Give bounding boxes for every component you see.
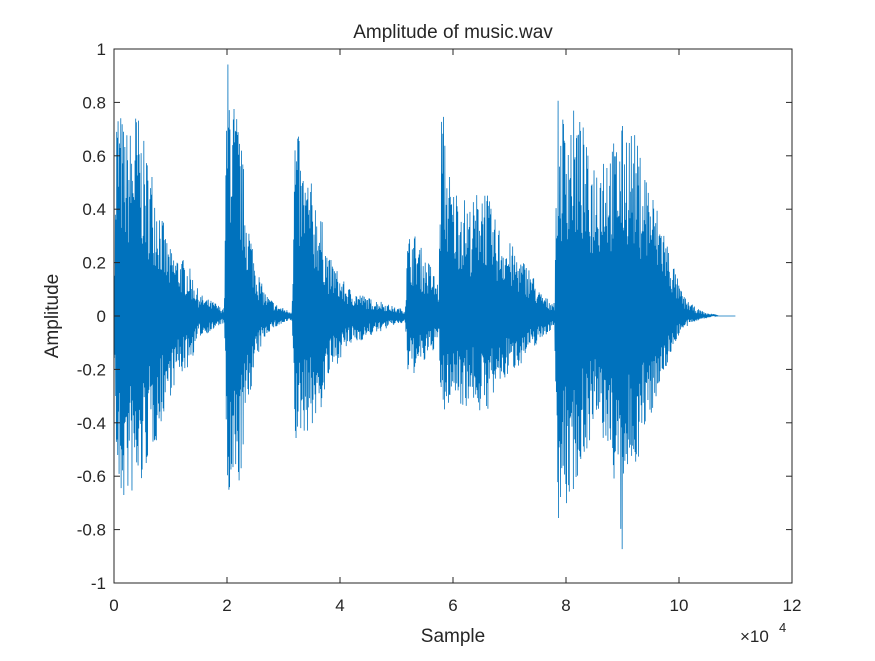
x-tick-label: 4 [335,596,344,615]
y-tick-label: 0.8 [82,93,106,112]
x-exponent-base: ×10 [740,627,769,646]
y-tick-label: 0.2 [82,254,106,273]
y-tick-label: 0 [97,307,106,326]
x-tick-label: 6 [448,596,457,615]
x-axis-label: Sample [421,626,485,647]
y-axis-label: Amplitude [42,274,63,359]
y-tick-label: 0.4 [82,200,106,219]
y-tick-label: 1 [97,40,106,59]
x-tick-label: 10 [670,596,689,615]
y-tick-label: -0.4 [77,414,106,433]
y-axis-ticks: -1 -0.8 -0.6 -0.4 -0.2 0 0.2 0.4 0.6 0.8 1 [77,40,792,593]
y-tick-label: 0.6 [82,147,106,166]
x-tick-label: 2 [222,596,231,615]
y-tick-label: -0.8 [77,521,106,540]
y-tick-label: -0.2 [77,360,106,379]
y-tick-label: -1 [91,574,106,593]
waveform-series [113,64,736,550]
x-axis-exponent: ×10 4 [740,620,786,646]
x-axis-ticks: 0 2 4 6 8 10 12 [109,49,801,615]
plot-area [113,48,793,584]
y-tick-label: -0.6 [77,467,106,486]
chart-title: Amplitude of music.wav [353,22,553,43]
x-tick-label: 8 [561,596,570,615]
x-tick-label: 12 [783,596,802,615]
x-tick-label: 0 [109,596,118,615]
x-exponent-power: 4 [779,620,786,635]
waveform-line [113,64,736,550]
